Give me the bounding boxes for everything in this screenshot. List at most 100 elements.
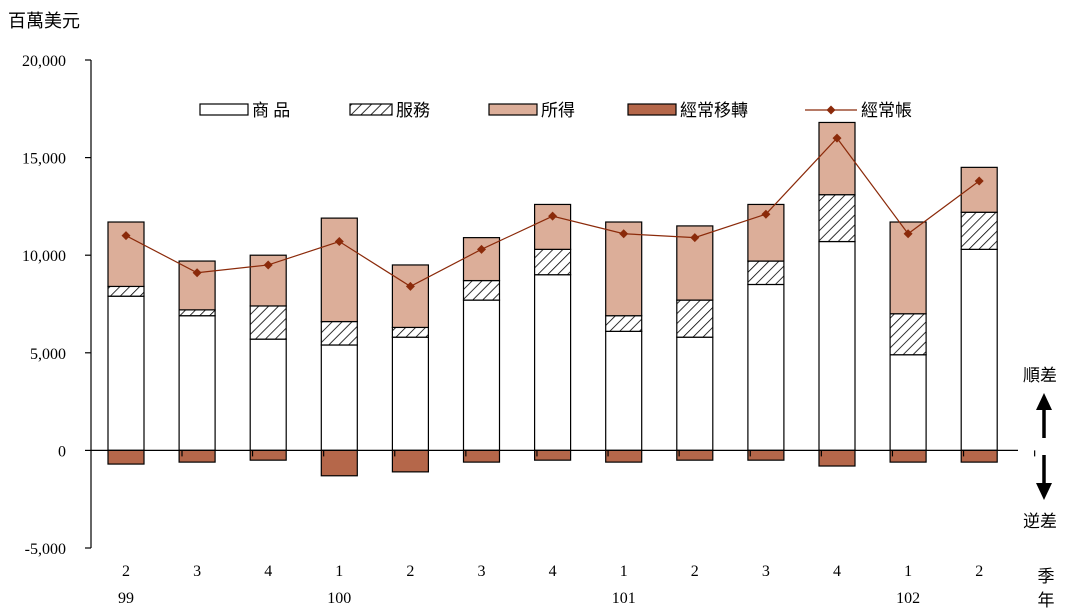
bar-segment-經常移轉 — [391, 449, 429, 473]
bar-segment-商品 — [178, 315, 216, 452]
current-account-point — [334, 237, 344, 247]
bar-segment-商品 — [960, 248, 998, 451]
deficit-label: 逆差 — [1023, 512, 1057, 531]
legend-label: 所得 — [541, 101, 575, 120]
bar-segment-所得 — [533, 203, 572, 250]
bar-segment-商品 — [249, 338, 287, 451]
bar-segment-服務 — [178, 309, 216, 317]
current-account-point — [405, 281, 415, 291]
bar-segment-經常移轉 — [605, 449, 643, 463]
current-account-point — [974, 176, 984, 186]
up-arrow-icon — [1036, 393, 1052, 410]
bar-segment-服務 — [462, 279, 501, 301]
bar-segment-所得 — [391, 264, 429, 329]
current-account-point — [477, 244, 486, 254]
quarter-label: 2 — [406, 563, 414, 580]
bar-segment-經常移轉 — [889, 449, 927, 463]
bar-segment-經常移轉 — [178, 449, 216, 463]
current-account-point — [121, 231, 131, 241]
legend-line-marker — [826, 105, 836, 115]
y-axis-unit-label: 百萬美元 — [8, 11, 80, 31]
year-label: 99 — [118, 590, 134, 607]
legend-swatch — [488, 103, 538, 116]
bar-segment-服務 — [605, 315, 643, 332]
bar-segment-服務 — [249, 305, 287, 340]
quarter-label: 3 — [193, 563, 201, 580]
axis-end-label: 年 — [1038, 591, 1055, 610]
bar-segment-商品 — [320, 344, 358, 452]
bar-segment-所得 — [320, 217, 358, 323]
legend-swatch — [349, 103, 393, 116]
bar-segment-商品 — [605, 330, 643, 452]
bar-segment-經常移轉 — [462, 449, 501, 463]
legend-swatch — [627, 103, 677, 116]
bar-segment-服務 — [107, 285, 145, 297]
current-account-point — [761, 209, 771, 219]
y-tick-label: 15,000 — [22, 151, 66, 168]
surplus-label: 順差 — [1023, 366, 1057, 385]
bar-segment-商品 — [462, 299, 501, 452]
y-axis-ticks: 20,000 15,000 10,000 5,000 0 -5,000 — [22, 53, 91, 558]
current-account-point — [619, 229, 629, 239]
quarter-label: 3 — [762, 563, 770, 580]
y-tick-label: 5,000 — [30, 346, 66, 363]
bar-segment-經常移轉 — [676, 449, 714, 461]
bar-segment-經常移轉 — [249, 449, 287, 461]
year-label: 102 — [896, 590, 920, 607]
current-account-point — [263, 260, 273, 270]
current-account-point — [192, 268, 202, 278]
bar-segment-商品 — [889, 354, 927, 452]
quarter-label: 1 — [904, 563, 912, 580]
y-tick-label: 20,000 — [22, 53, 66, 70]
axis-end-label: 季 — [1038, 567, 1055, 586]
current-account-point — [832, 133, 842, 143]
quarter-label: 2 — [122, 563, 130, 580]
bar-segment-服務 — [533, 248, 572, 276]
direction-indicator: 順差 逆差 — [1023, 366, 1057, 531]
year-label: 101 — [612, 590, 636, 607]
quarter-label: 1 — [620, 563, 628, 580]
bar-segment-商品 — [818, 240, 856, 451]
bar-segment-商品 — [391, 336, 429, 451]
bar-segment-服務 — [960, 211, 998, 250]
bar-segment-經常移轉 — [320, 449, 358, 477]
current-account-point — [690, 233, 700, 243]
legend-label: 商 品 — [252, 101, 290, 120]
bar-segment-經常移轉 — [107, 449, 145, 465]
bar-segment-所得 — [462, 237, 501, 282]
quarter-label: 4 — [264, 563, 272, 580]
bar-segment-服務 — [818, 194, 856, 243]
quarter-label: 3 — [478, 563, 486, 580]
bar-segment-商品 — [107, 295, 145, 451]
quarter-label: 4 — [833, 563, 841, 580]
down-arrow-icon — [1036, 483, 1052, 500]
bar-segment-服務 — [747, 260, 785, 286]
legend-label: 經常移轉 — [680, 101, 748, 120]
bar-segment-經常移轉 — [960, 449, 998, 463]
quarter-label: 4 — [549, 563, 557, 580]
y-tick-label: 0 — [58, 443, 66, 460]
bar-segment-服務 — [391, 326, 429, 338]
bar-segment-經常移轉 — [747, 449, 785, 461]
bar-segment-服務 — [320, 320, 358, 346]
bar-segment-所得 — [818, 121, 856, 196]
bar-segment-商品 — [533, 274, 572, 451]
y-tick-label: 10,000 — [22, 248, 66, 265]
bar-segment-商品 — [676, 336, 714, 451]
bar-segment-服務 — [676, 299, 714, 338]
bar-segment-服務 — [889, 313, 927, 356]
current-account-point — [548, 211, 558, 221]
legend: 商 品 服務 所得 經常移轉 經常帳 — [199, 101, 912, 120]
axes — [90, 60, 1036, 548]
quarter-label: 2 — [975, 563, 983, 580]
quarter-label: 1 — [335, 563, 343, 580]
bar-segment-經常移轉 — [818, 449, 856, 467]
legend-label: 服務 — [396, 101, 430, 120]
year-label: 100 — [327, 590, 351, 607]
bar-segment-商品 — [747, 283, 785, 452]
current-account-point — [903, 229, 913, 239]
y-tick-label: -5,000 — [25, 541, 66, 558]
legend-swatch — [199, 103, 249, 116]
current-account-line — [121, 133, 984, 291]
